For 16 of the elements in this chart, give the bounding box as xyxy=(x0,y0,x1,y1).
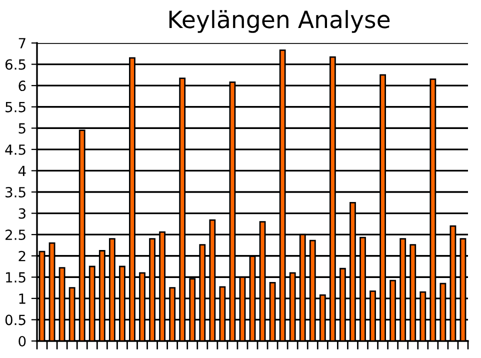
y-tick-label: 4 xyxy=(18,166,26,176)
y-tick-label: 5 xyxy=(18,123,26,134)
y-tick-label: 3.5 xyxy=(6,186,26,198)
y-tick-label: 7 xyxy=(18,38,26,48)
y-tick-label: 1.5 xyxy=(6,272,26,283)
y-tick-label: 1 xyxy=(19,294,26,304)
y-tick-label: 6 xyxy=(18,80,26,92)
y-tick-label: 6.5 xyxy=(5,59,26,70)
y-tick-label: 3 xyxy=(18,208,26,219)
y-tick-label: 2.5 xyxy=(6,230,26,240)
y-tick-label: 0 xyxy=(18,336,26,346)
y-tick-label: 5.5 xyxy=(6,102,26,112)
y-tick-label: 2 xyxy=(18,250,26,262)
y-tick-label: 4.5 xyxy=(5,144,26,155)
chart-title: Keylängen Analyse xyxy=(169,10,390,33)
y-tick-label: 0.5 xyxy=(5,314,26,326)
